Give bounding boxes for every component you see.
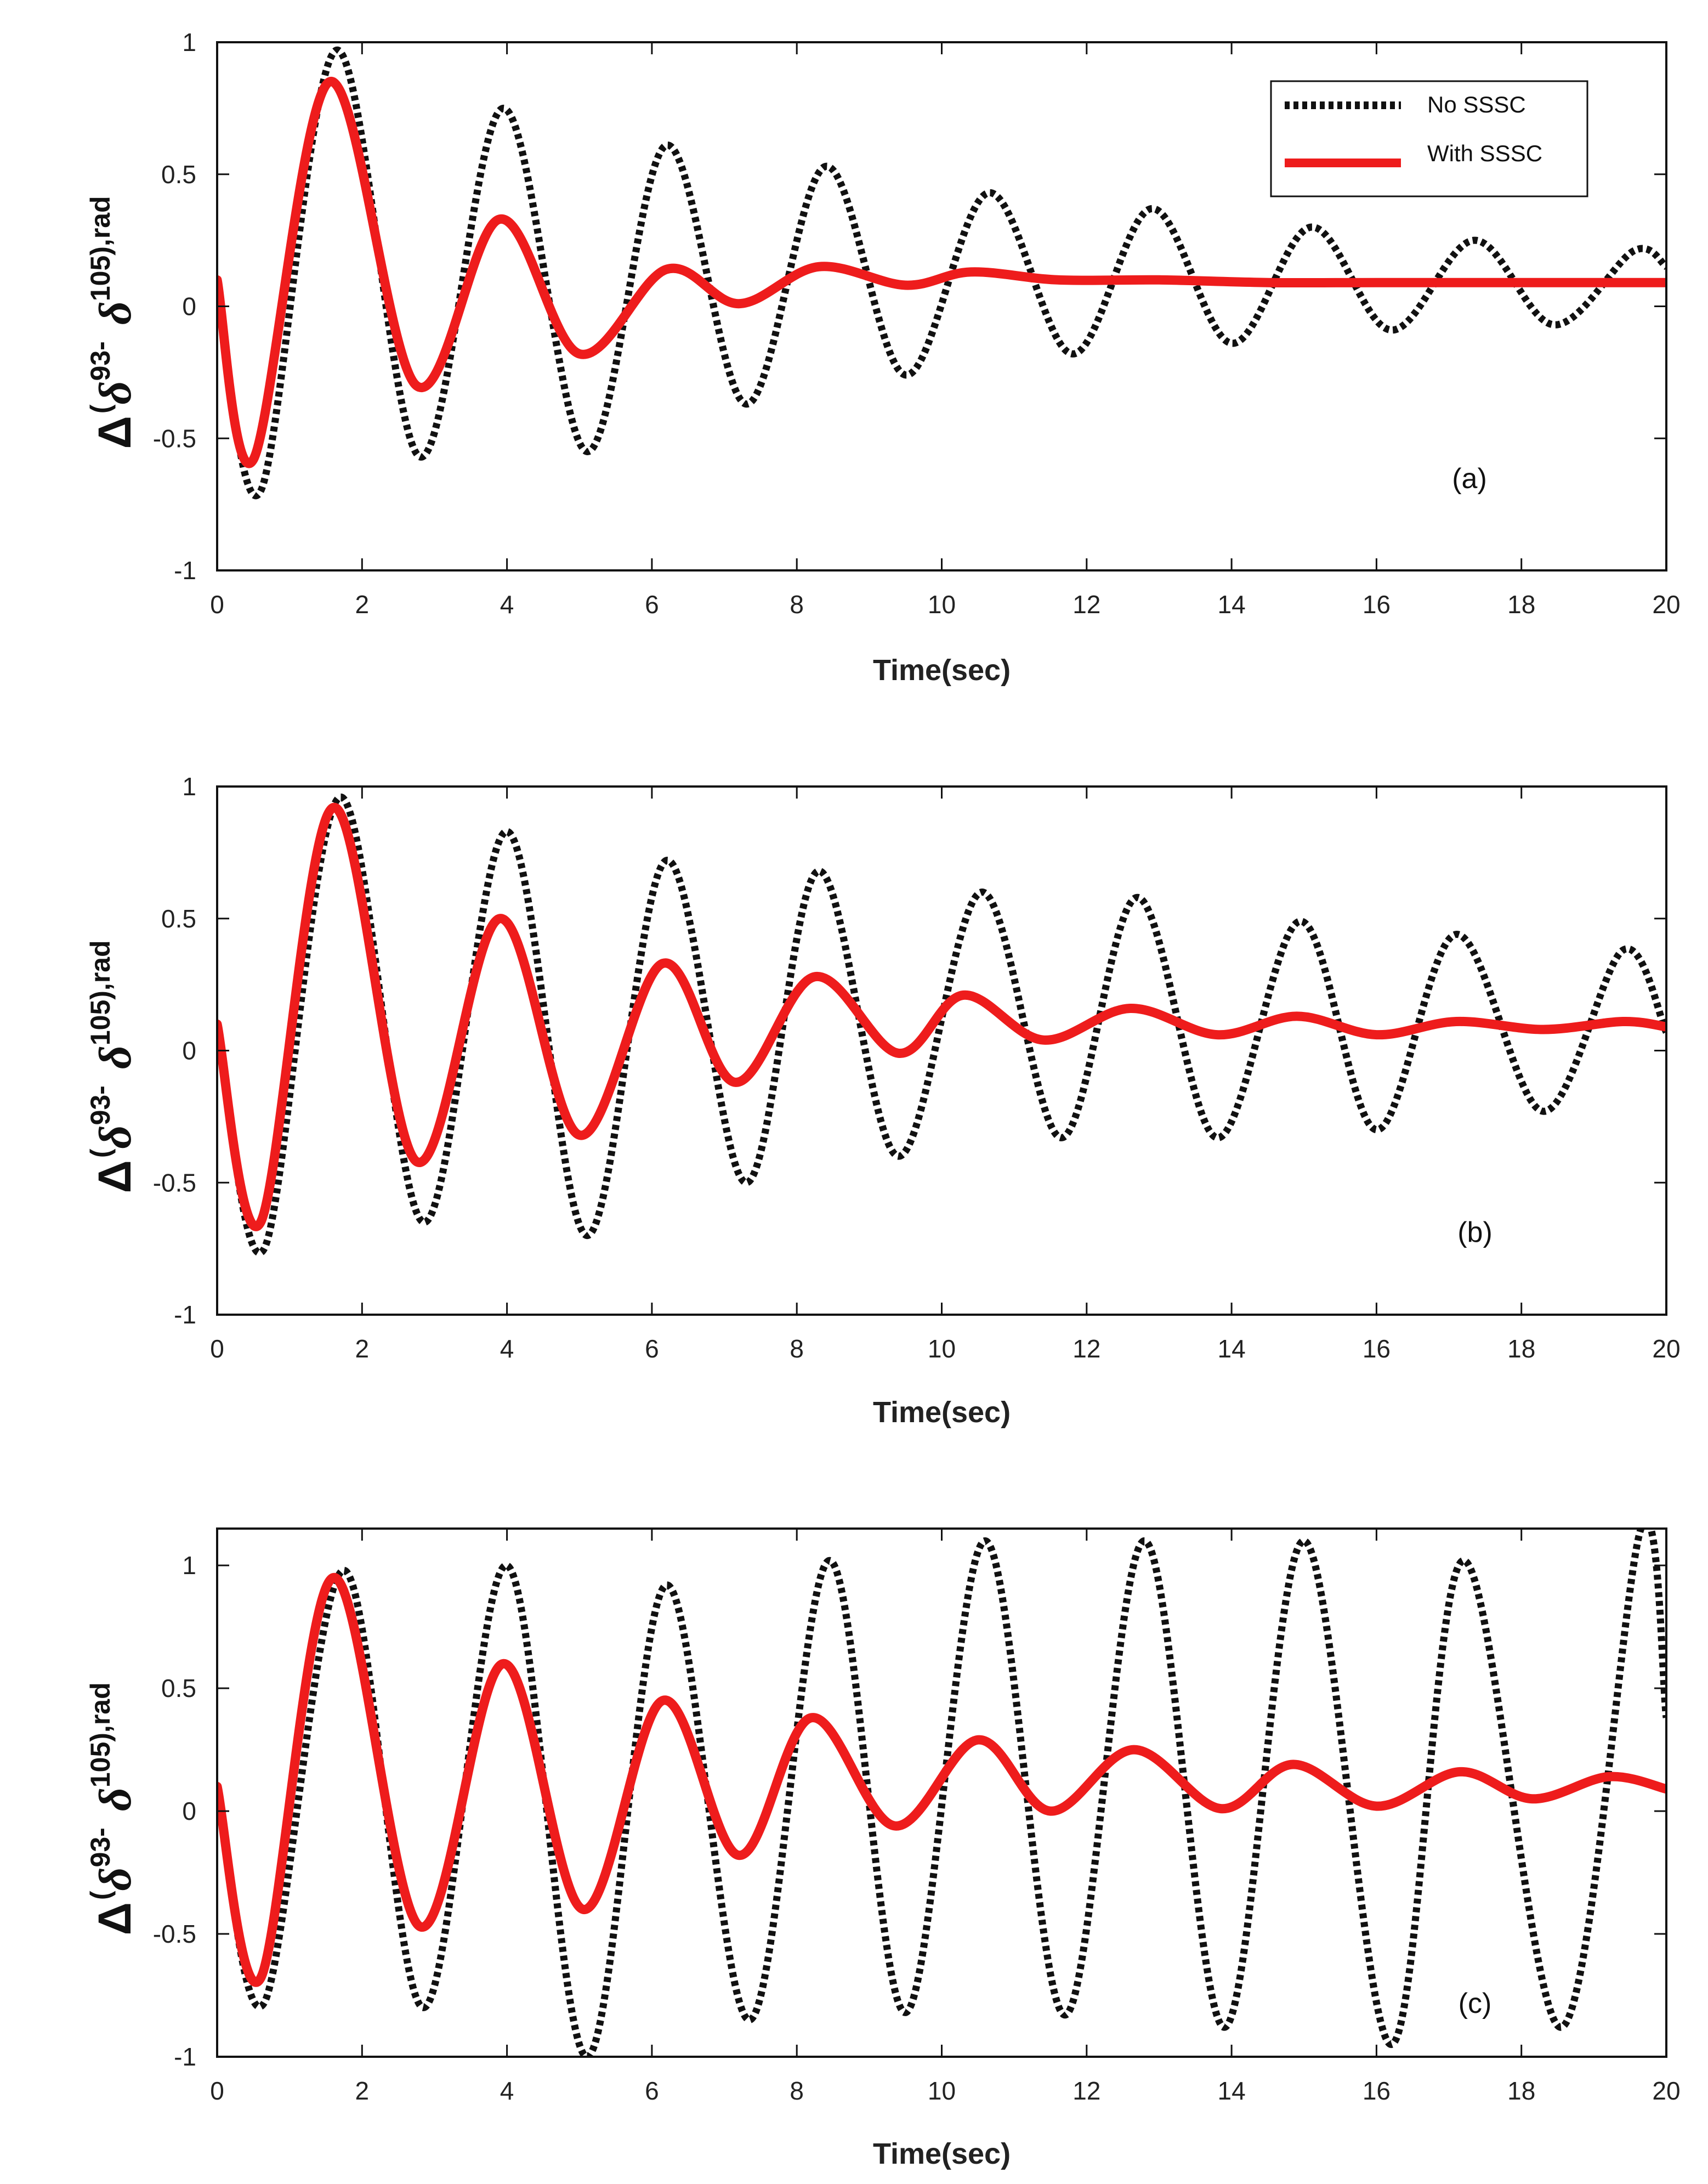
x-tick-label-b: 10: [928, 1334, 956, 1363]
x-tick-label-b: 16: [1363, 1334, 1391, 1363]
panel-label-c: (c): [1459, 1988, 1492, 2019]
x-axis-label-b: Time(sec): [873, 1396, 1011, 1429]
y-axis-label-part-sub1-c: 93-: [85, 1827, 116, 1867]
y-tick-label-a: 1: [182, 28, 196, 56]
y-axis-label-part-delta-a: Δ: [89, 416, 140, 449]
y-axis-label-part-delta-b: Δ: [89, 1160, 140, 1193]
x-tick-label-a: 8: [790, 590, 804, 619]
legend: No SSSC With SSSC: [1270, 80, 1588, 197]
x-tick-label-b: 2: [355, 1334, 370, 1363]
y-tick-label-a: -1: [174, 556, 196, 585]
y-axis-label-part-sym-b: δ: [90, 1125, 141, 1148]
y-axis-label-part-sym-c: δ: [90, 1867, 141, 1891]
y-axis-label-part-sub2-c: 105),rad: [85, 1682, 116, 1787]
panel-label-b: (b): [1457, 1217, 1493, 1248]
x-tick-label-c: 2: [355, 2077, 370, 2105]
y-axis-label-part-open-c: (: [85, 1891, 116, 1900]
y-axis-label-text-a: Δ(δ93-δ105),rad: [85, 196, 141, 449]
x-tick-label-a: 18: [1507, 590, 1535, 619]
x-tick-label-c: 12: [1073, 2077, 1100, 2105]
series-line-with-sssc-b: [217, 802, 1666, 1231]
y-tick-label-c: 1: [182, 1551, 196, 1580]
y-axis-label-part-sym-a: δ: [90, 381, 141, 404]
x-tick-label-a: 0: [210, 590, 224, 619]
x-tick-label-b: 0: [210, 1334, 224, 1363]
x-tick-label-b: 14: [1218, 1334, 1246, 1363]
x-tick-label-c: 18: [1507, 2077, 1535, 2105]
series-line-no-sssc-c: [217, 1529, 1666, 2057]
x-tick-label-c: 14: [1218, 2077, 1246, 2105]
y-axis-label-c: Δ(δ93-δ105),rad: [85, 1682, 141, 1935]
x-tick-label-a: 14: [1218, 590, 1246, 619]
y-axis-label-text-c: Δ(δ93-δ105),rad: [85, 1682, 141, 1935]
y-axis-label-part-delta-c: Δ: [89, 1902, 140, 1935]
y-tick-label-b: 0.5: [161, 904, 196, 933]
y-tick-label-c: -1: [174, 2042, 196, 2071]
x-tick-label-b: 20: [1652, 1334, 1680, 1363]
axes-box-c: [216, 1527, 1667, 2058]
y-axis-label-part-sub1-b: 93-: [85, 1085, 116, 1125]
y-axis-label-part-sub2-b: 105),rad: [85, 940, 116, 1045]
series-line-with-sssc-a: [217, 77, 1666, 468]
x-tick-label-a: 20: [1652, 590, 1680, 619]
y-axis-label-part-sym-b: δ: [90, 1045, 141, 1069]
y-tick-label-c: 0.5: [161, 1674, 196, 1702]
x-tick-label-c: 0: [210, 2077, 224, 2105]
y-tick-label-a: 0.5: [161, 160, 196, 189]
y-tick-label-c: -0.5: [153, 1920, 196, 1948]
x-tick-label-a: 6: [645, 590, 659, 619]
series-line-with-sssc-c: [217, 1573, 1666, 1987]
y-tick-label-a: -0.5: [153, 424, 196, 452]
y-axis-label-part-sym-c: δ: [90, 1787, 141, 1811]
x-tick-label-a: 16: [1363, 590, 1391, 619]
chart-panel-b: 0 2 4 6 8 10 12 14 16 18 20 -1 -0.5 0 0.5 1 Time(sec) (b)…: [85, 772, 1681, 1429]
y-axis-label-part-sub1-a: 93-: [85, 341, 116, 381]
y-axis-label-b: Δ(δ93-δ105),rad: [85, 940, 141, 1193]
x-tick-label-c: 8: [790, 2077, 804, 2105]
legend-box: [1270, 80, 1588, 197]
x-axis-label-a: Time(sec): [873, 654, 1011, 687]
x-tick-label-b: 8: [790, 1334, 804, 1363]
legend-label-with-sssc: With SSSC: [1427, 140, 1542, 166]
y-tick-label-b: -1: [174, 1300, 196, 1329]
x-tick-label-b: 18: [1507, 1334, 1535, 1363]
x-tick-label-c: 10: [928, 2077, 956, 2105]
y-tick-label-b: -0.5: [153, 1168, 196, 1197]
series-line-no-sssc-a: [217, 46, 1666, 500]
x-tick-label-a: 2: [355, 590, 370, 619]
y-axis-label-part-sym-a: δ: [90, 301, 141, 325]
x-tick-label-a: 10: [928, 590, 956, 619]
y-axis-label-text-b: Δ(δ93-δ105),rad: [85, 940, 141, 1193]
x-tick-label-c: 16: [1363, 2077, 1391, 2105]
x-tick-label-b: 12: [1073, 1334, 1100, 1363]
legend-label-no-sssc: No SSSC: [1427, 92, 1526, 117]
y-tick-label-c: 0: [182, 1797, 196, 1825]
x-tick-label-a: 12: [1073, 590, 1100, 619]
x-tick-label-b: 4: [500, 1334, 514, 1363]
panel-label-a: (a): [1452, 463, 1487, 495]
y-tick-label-a: 0: [182, 292, 196, 321]
x-tick-label-c: 20: [1652, 2077, 1680, 2105]
x-axis-label-c: Time(sec): [873, 2137, 1011, 2170]
y-tick-label-b: 0: [182, 1037, 196, 1065]
chart-panel-a: 0 2 4 6 8 10 12 14 16 18 20 -1 -0.5 0 0.5 1 Time(sec) (a)…: [85, 28, 1681, 687]
x-tick-label-b: 6: [645, 1334, 659, 1363]
y-axis-label-part-open-b: (: [85, 1148, 116, 1158]
chart-panel-c: 0 2 4 6 8 10 12 14 16 18 20 -1 -0.5 0 0.5 1 Time(sec) (c)…: [85, 1527, 1681, 2170]
axes-box-b: [216, 785, 1667, 1316]
x-tick-label-c: 4: [500, 2077, 514, 2105]
x-tick-label-c: 6: [645, 2077, 659, 2105]
y-tick-label-b: 1: [182, 772, 196, 801]
y-axis-label-part-sub2-a: 105),rad: [85, 196, 116, 301]
y-axis-label-a: Δ(δ93-δ105),rad: [85, 196, 141, 449]
y-axis-label-part-open-a: (: [85, 404, 116, 414]
x-tick-label-a: 4: [500, 590, 514, 619]
